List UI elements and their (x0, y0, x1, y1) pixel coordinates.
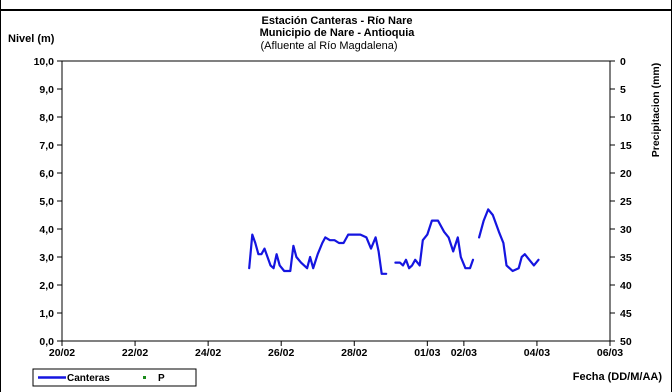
chart-subtitle: (Afluente al Río Magdalena) (261, 40, 398, 52)
x-tick-label: 02/03 (451, 347, 477, 359)
x-tick-label: 01/03 (414, 347, 440, 359)
y-tick-label: 4,0 (39, 224, 54, 236)
x-tick-label: 20/02 (49, 347, 75, 359)
x-tick-label: 22/02 (122, 347, 148, 359)
y2-tick-label: 45 (620, 308, 632, 320)
series-line-canteras (478, 208, 540, 273)
y-tick-label: 6,0 (39, 168, 54, 180)
series-line-canteras (394, 219, 475, 270)
y2-axis-title: Precipitacion (mm) (650, 63, 662, 158)
plot-area (61, 60, 611, 342)
y-tick-label: 2,0 (39, 280, 54, 292)
y-tick-label: 10,0 (34, 56, 55, 68)
y2-tick-label: 50 (620, 336, 632, 348)
x-tick-label: 06/03 (597, 347, 623, 359)
y2-tick-label: 30 (620, 224, 632, 236)
y-tick-label: 1,0 (39, 308, 54, 320)
y2-tick-label: 35 (620, 252, 632, 264)
y-tick-label: 9,0 (39, 84, 54, 96)
x-tick-label: 04/03 (524, 347, 550, 359)
series-line-canteras (248, 233, 388, 275)
y2-tick-label: 5 (620, 84, 626, 96)
y-tick-label: 5,0 (39, 196, 54, 208)
x-tick-label: 24/02 (195, 347, 221, 359)
legend: Canteras P (32, 368, 197, 387)
chart-title-line-1: Estación Canteras - Río Nare (262, 15, 413, 27)
legend-label-canteras: Canteras (67, 373, 110, 384)
legend-swatch-p (143, 376, 146, 379)
chart-title-line-2: Municipio de Nare - Antioquia (260, 27, 416, 39)
y2-tick-label: 25 (620, 196, 632, 208)
legend-label-p: P (158, 373, 165, 384)
x-axis: 20/02 22/02 24/02 26/02 28/02 01/03 02/03 04/03… (49, 341, 623, 359)
x-tick-label: 28/02 (341, 347, 367, 359)
y-tick-label: 3,0 (39, 252, 54, 264)
x-axis-title: Fecha (DD/M/AA) (573, 371, 663, 383)
y2-tick-label: 10 (620, 112, 632, 124)
legend-box (32, 368, 197, 387)
y-axis-title: Nivel (m) (8, 33, 55, 45)
series-layer (248, 208, 540, 275)
y-axis: 10,0 9,0 8,0 7,0 6,0 5,0 4,0 3,0 2,0 1,0 0,0 (34, 56, 62, 348)
y2-axis: 0 5 10 15 20 25 30 35 40 45 50 (610, 56, 632, 348)
y2-tick-label: 20 (620, 168, 632, 180)
y-tick-label: 8,0 (39, 112, 54, 124)
x-tick-label: 26/02 (268, 347, 294, 359)
y-tick-label: 7,0 (39, 140, 54, 152)
y-tick-label: 0,0 (39, 336, 54, 348)
y2-tick-label: 15 (620, 140, 632, 152)
y2-tick-label: 40 (620, 280, 632, 292)
y2-tick-label: 0 (620, 56, 626, 68)
